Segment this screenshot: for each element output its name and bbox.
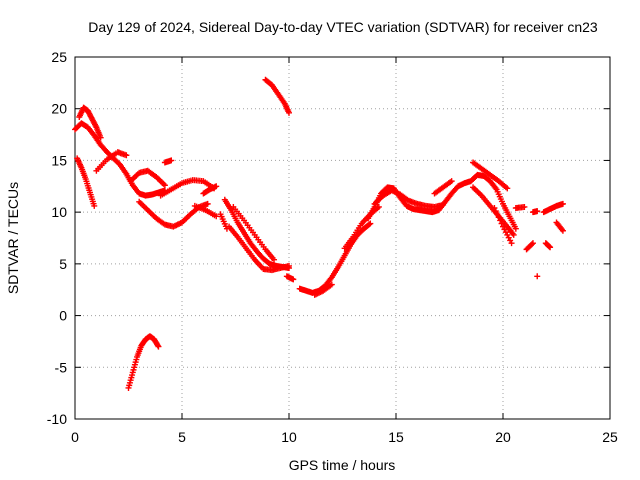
data-point [367,220,374,227]
y-tick-label: -10 [47,411,67,427]
series-arc-2 [76,104,104,141]
data-point [521,203,528,210]
data-point [495,214,502,221]
data-point [328,281,335,288]
data-point [123,152,130,159]
series-arc-33 [125,333,162,391]
series-arc-17 [311,281,335,298]
y-tick-label: -5 [55,359,68,375]
series-arc-11 [217,211,230,232]
data-point [529,240,536,247]
x-tick-label: 5 [178,429,186,445]
data-point [213,183,220,190]
data-point [559,200,566,207]
data-point [492,208,499,215]
data-point [97,134,104,141]
data-point [497,217,504,224]
y-tick-label: 25 [51,49,67,65]
data-point [508,240,515,247]
series-arc-26 [529,208,541,216]
series-arc-22 [470,159,511,192]
x-tick-label: 0 [71,429,79,445]
data-point [448,178,455,185]
series-arc-6 [136,198,211,230]
data-point [512,225,519,232]
series-arc-10 [200,183,220,197]
data-point [504,185,511,192]
data-point [498,220,505,227]
data-point [510,231,517,238]
y-tick-label: 20 [51,101,67,117]
y-tick-label: 0 [59,308,67,324]
series-arc-20 [371,187,447,210]
data-point [161,182,168,189]
data-point [154,342,161,349]
data-point [534,273,541,280]
series-arc-7 [157,177,218,199]
data-point [286,262,292,269]
series-arc-5 [127,167,168,189]
y-tick-label: 10 [51,204,67,220]
series-arc-31 [534,273,541,280]
data-points [72,76,566,391]
y-tick-label: 5 [59,256,67,272]
data-point [534,208,541,215]
x-tick-label: 25 [602,429,618,445]
series-arc-24 [491,205,515,247]
data-point [204,200,211,207]
y-axis-label: SDTVAR / TECUs [5,182,21,294]
data-point [286,109,292,116]
axis-ticks [74,56,611,420]
y-tick-labels: -10 -5 0 5 10 15 20 25 [47,49,67,427]
data-point [547,244,554,251]
data-point [213,213,220,220]
series-arc-16 [296,220,374,296]
x-tick-label: 20 [495,429,511,445]
series-arc-15 [283,273,297,283]
chart-title: Day 129 of 2024, Sidereal Day-to-day VTE… [88,19,598,35]
data-point [528,241,535,248]
series-arc-25 [512,203,528,212]
series-arc-9 [191,202,220,220]
data-point [271,256,278,263]
data-point [559,227,566,234]
series-arc-28 [540,200,566,216]
series-arc-32 [262,76,292,116]
data-point [491,205,498,212]
x-axis-label: GPS time / hours [289,457,396,473]
series-arc-18 [341,203,382,252]
data-point [366,221,373,228]
plot-frame [74,56,611,420]
series-arc-21 [431,178,455,197]
series-arc-14 [230,203,278,263]
data-point [168,157,175,164]
y-tick-label: 15 [51,152,67,168]
series-arc-13 [226,223,292,274]
series-arc-1 [72,120,168,199]
data-point [290,276,297,283]
grid [75,57,610,419]
x-tick-label: 10 [281,429,297,445]
x-tick-label: 15 [388,429,404,445]
series-arc-8 [161,157,175,166]
data-point [494,211,501,218]
series-arc-27 [523,240,536,253]
series-arc-4 [93,149,130,174]
data-point [155,343,162,350]
data-point [440,201,447,208]
data-point [91,202,98,209]
series-arc-3 [74,155,98,209]
x-tick-labels: 0 5 10 15 20 25 [71,429,618,445]
series-arc-30 [553,219,566,234]
series-arc-29 [542,240,554,251]
